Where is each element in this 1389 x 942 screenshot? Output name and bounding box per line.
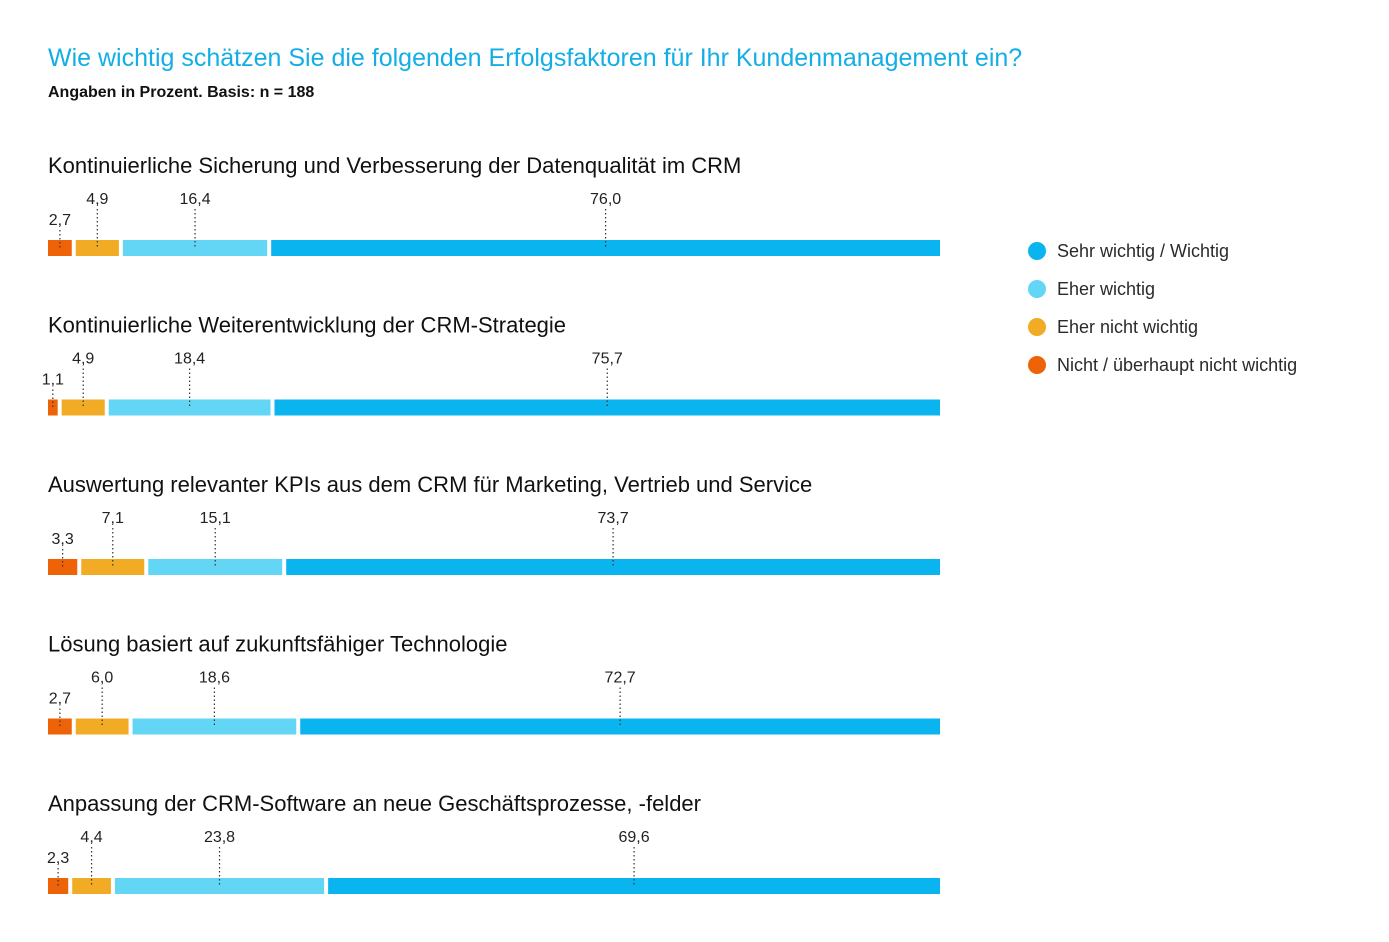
value-label-sehr-wichtig-crm-strategie: 75,7	[592, 351, 623, 368]
legend-label: Nicht / überhaupt nicht wichtig	[1057, 354, 1298, 375]
value-label-nicht-wichtig-datenqualitaet: 2,7	[49, 212, 71, 229]
value-label-sehr-wichtig-datenqualitaet: 76,0	[590, 191, 621, 208]
bar-nicht-wichtig-datenqualitaet	[48, 240, 72, 256]
bar-sehr-wichtig-crm-strategie	[274, 399, 940, 416]
value-label-eher-wichtig-crm-strategie: 18,4	[174, 351, 205, 368]
bar-nicht-wichtig-geschaeftsprozesse	[48, 878, 69, 894]
bar-eher-nicht-wichtig-kpi-auswertung	[81, 559, 145, 575]
legend-item-nicht-wichtig: Nicht / überhaupt nicht wichtig	[1028, 346, 1297, 384]
value-label-eher-nicht-wichtig-geschaeftsprozesse: 4,4	[80, 829, 102, 846]
value-label-nicht-wichtig-kpi-auswertung: 3,3	[52, 531, 74, 548]
legend-swatch-sehr-wichtig	[1028, 242, 1046, 260]
chart-title: Wie wichtig schätzen Sie die folgenden E…	[48, 44, 1023, 72]
category-label-technologie: Lösung basiert auf zukunftsfähiger Techn…	[48, 632, 507, 657]
category-label-datenqualitaet: Kontinuierliche Sicherung und Verbesseru…	[48, 153, 741, 178]
legend-swatch-eher-nicht-wichtig	[1028, 318, 1046, 336]
stacked-bar-chart: Kontinuierliche Sicherung und Verbesseru…	[42, 153, 941, 894]
value-label-nicht-wichtig-crm-strategie: 1,1	[42, 372, 64, 389]
legend-swatch-eher-wichtig	[1028, 280, 1046, 298]
legend: Sehr wichtig / Wichtig Eher wichtig Eher…	[1028, 232, 1297, 384]
bar-nicht-wichtig-kpi-auswertung	[48, 559, 78, 575]
bar-eher-nicht-wichtig-crm-strategie	[61, 399, 105, 416]
bar-eher-wichtig-geschaeftsprozesse	[114, 878, 325, 894]
bar-sehr-wichtig-datenqualitaet	[271, 240, 940, 256]
bar-eher-wichtig-kpi-auswertung	[148, 559, 283, 575]
value-label-eher-nicht-wichtig-crm-strategie: 4,9	[72, 351, 94, 368]
legend-item-sehr-wichtig: Sehr wichtig / Wichtig	[1028, 232, 1297, 270]
value-label-eher-wichtig-kpi-auswertung: 15,1	[200, 510, 231, 527]
bar-eher-wichtig-crm-strategie	[108, 399, 271, 416]
chart-subtitle: Angaben in Prozent. Basis: n = 188	[48, 84, 315, 101]
value-label-sehr-wichtig-technologie: 72,7	[605, 670, 636, 687]
bar-eher-wichtig-datenqualitaet	[122, 240, 268, 256]
value-label-eher-wichtig-geschaeftsprozesse: 23,8	[204, 829, 235, 846]
legend-swatch-nicht-wichtig	[1028, 356, 1046, 374]
bar-eher-nicht-wichtig-technologie	[75, 718, 129, 735]
category-label-geschaeftsprozesse: Anpassung der CRM-Software an neue Gesch…	[48, 791, 701, 816]
bar-nicht-wichtig-crm-strategie	[48, 399, 58, 416]
bar-sehr-wichtig-geschaeftsprozesse	[328, 878, 941, 894]
bar-sehr-wichtig-technologie	[300, 718, 940, 735]
category-label-kpi-auswertung: Auswertung relevanter KPIs aus dem CRM f…	[48, 472, 812, 497]
legend-item-eher-nicht-wichtig: Eher nicht wichtig	[1028, 308, 1297, 346]
bar-sehr-wichtig-kpi-auswertung	[286, 559, 940, 575]
value-label-nicht-wichtig-technologie: 2,7	[49, 691, 71, 708]
value-label-sehr-wichtig-kpi-auswertung: 73,7	[598, 510, 629, 527]
legend-label: Eher nicht wichtig	[1057, 316, 1199, 337]
value-label-eher-wichtig-datenqualitaet: 16,4	[179, 191, 210, 208]
bar-nicht-wichtig-technologie	[48, 718, 72, 735]
category-label-crm-strategie: Kontinuierliche Weiterentwicklung der CR…	[48, 313, 566, 338]
value-label-eher-wichtig-technologie: 18,6	[199, 670, 230, 687]
legend-item-eher-wichtig: Eher wichtig	[1028, 270, 1297, 308]
value-label-eher-nicht-wichtig-technologie: 6,0	[91, 670, 113, 687]
value-label-sehr-wichtig-geschaeftsprozesse: 69,6	[618, 829, 649, 846]
bar-eher-nicht-wichtig-geschaeftsprozesse	[72, 878, 111, 894]
bar-eher-wichtig-technologie	[132, 718, 297, 735]
legend-label: Eher wichtig	[1057, 278, 1156, 299]
bar-eher-nicht-wichtig-datenqualitaet	[75, 240, 119, 256]
value-label-eher-nicht-wichtig-kpi-auswertung: 7,1	[102, 510, 124, 527]
value-label-nicht-wichtig-geschaeftsprozesse: 2,3	[47, 850, 69, 867]
value-label-eher-nicht-wichtig-datenqualitaet: 4,9	[86, 191, 108, 208]
legend-label: Sehr wichtig / Wichtig	[1057, 240, 1230, 261]
